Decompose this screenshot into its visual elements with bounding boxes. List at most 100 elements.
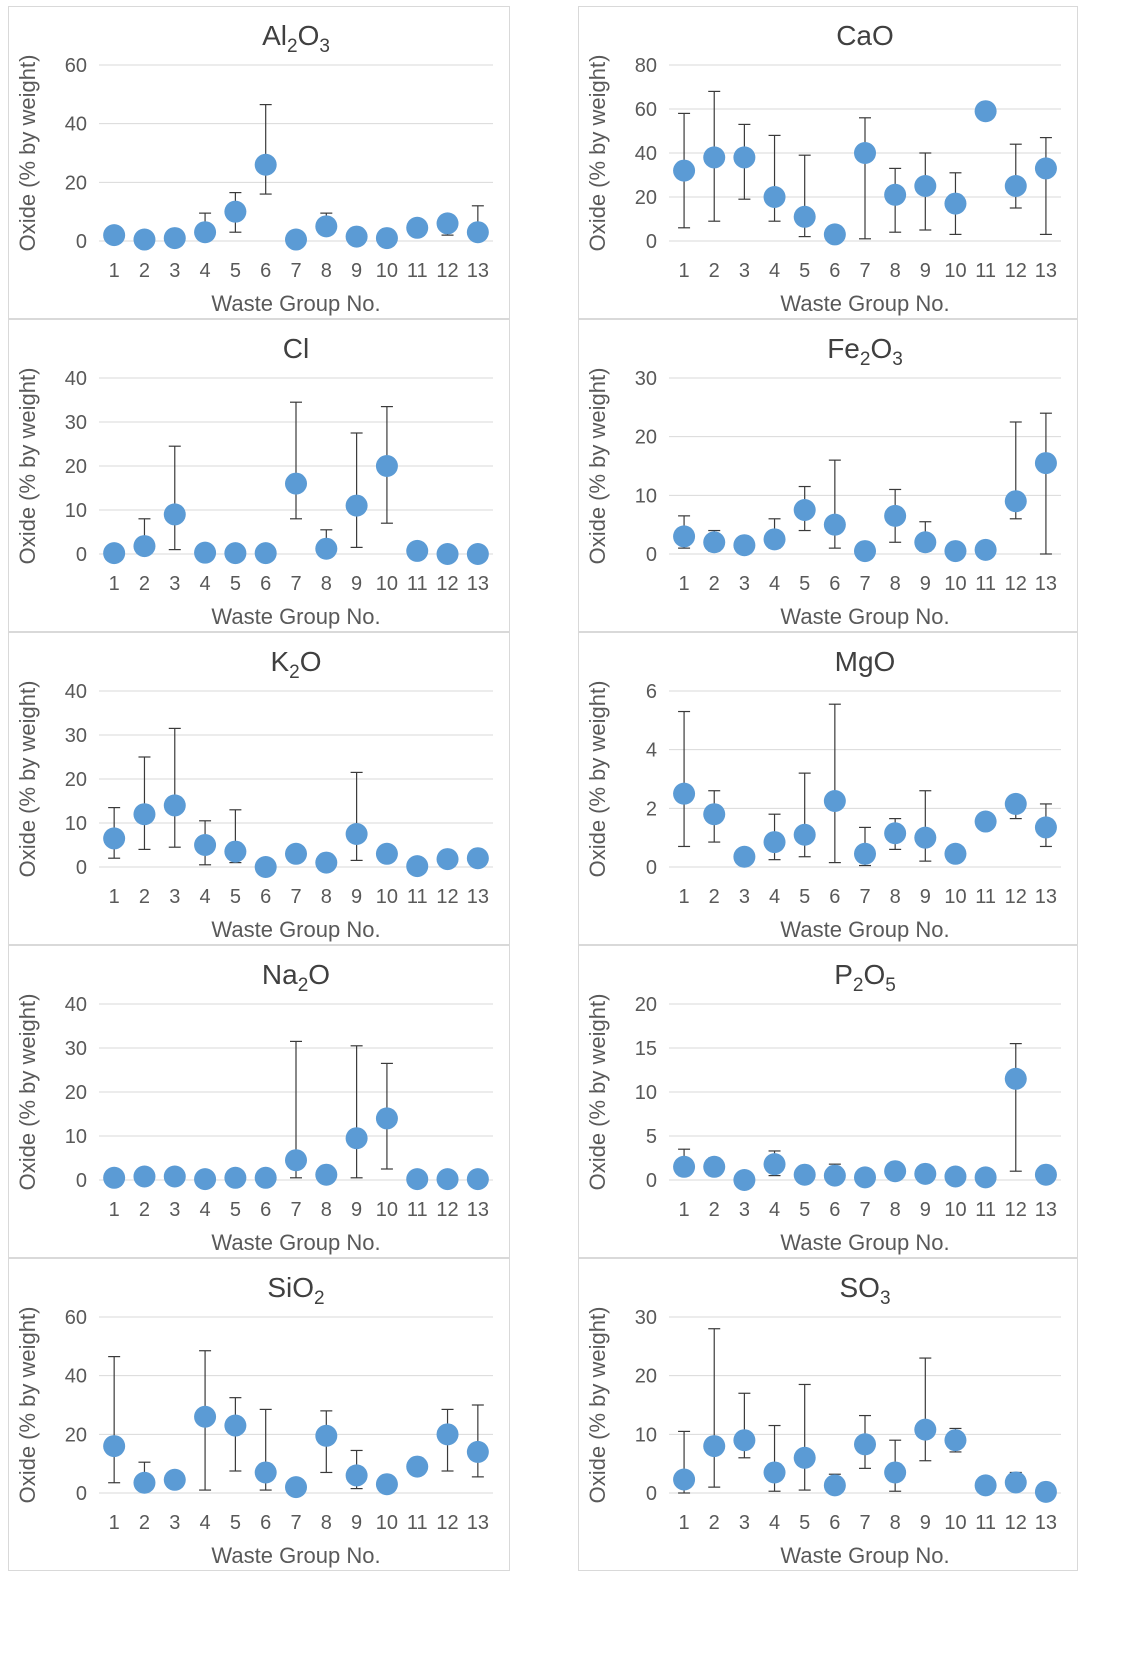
data-point	[703, 803, 726, 826]
chart-panel: CaO 0 20 40 60 80 1 2 3 4 5 6 7 8 9 10 11 12 13 Waste Group…	[578, 6, 1078, 319]
x-axis-label: Waste Group No.	[211, 1543, 380, 1568]
x-tick-label: 6	[829, 1199, 840, 1221]
error-bar	[708, 1328, 721, 1488]
x-tick-label: 9	[351, 573, 362, 595]
data-point	[673, 782, 696, 805]
y-tick-label: 30	[65, 1038, 87, 1060]
data-point	[823, 223, 846, 246]
data-point	[375, 842, 398, 865]
x-tick-label: 7	[290, 1199, 301, 1221]
x-tick-label: 9	[351, 260, 362, 282]
y-tick-label: 30	[65, 725, 87, 747]
y-tick-label: 4	[646, 740, 657, 762]
y-tick-label: 0	[646, 231, 657, 253]
x-tick-label: 13	[467, 1199, 489, 1221]
y-axis-label: Oxide (% by weight)	[585, 368, 610, 565]
data-point	[854, 540, 876, 563]
error-bar	[678, 710, 691, 848]
x-tick-label: 13	[467, 573, 489, 595]
error-bar	[259, 103, 272, 195]
data-point	[133, 228, 156, 251]
data-point	[163, 1468, 186, 1491]
data-point	[103, 542, 126, 565]
chart-title-subscript: 2	[298, 975, 309, 996]
x-tick-label: 8	[321, 573, 332, 595]
data-point	[703, 531, 726, 554]
x-tick-label: 7	[290, 1512, 301, 1534]
x-tick-label: 3	[169, 1199, 180, 1221]
error-bar	[1039, 137, 1052, 235]
data-point	[224, 840, 247, 863]
chart-title-text: Cl	[283, 333, 309, 364]
data-point	[375, 227, 398, 250]
data-point	[375, 455, 398, 477]
y-tick-label: 20	[635, 1366, 657, 1388]
data-point	[406, 539, 429, 562]
data-point	[944, 540, 967, 563]
data-point	[406, 1455, 429, 1478]
data-point	[944, 1429, 967, 1452]
x-tick-label: 1	[679, 573, 690, 595]
x-tick-label: 9	[920, 1199, 931, 1221]
y-tick-label: 10	[635, 485, 657, 507]
x-tick-label: 2	[139, 573, 150, 595]
chart-title: SiO2	[267, 1272, 324, 1309]
data-point	[436, 212, 459, 235]
x-tick-label: 12	[1005, 1512, 1027, 1534]
x-tick-label: 6	[260, 886, 271, 908]
y-tick-label: 0	[76, 1170, 87, 1192]
chart-title: SO3	[839, 1272, 890, 1309]
y-tick-label: 15	[635, 1038, 657, 1060]
data-point	[315, 215, 338, 238]
x-tick-label: 13	[467, 886, 489, 908]
x-tick-label: 1	[679, 1199, 690, 1221]
y-axis-label: Oxide (% by weight)	[585, 1307, 610, 1504]
data-point	[914, 826, 937, 849]
x-tick-label: 5	[230, 1199, 241, 1221]
y-axis-label: Oxide (% by weight)	[585, 994, 610, 1191]
x-tick-label: 10	[944, 260, 966, 282]
chart-title: MgO	[835, 646, 896, 677]
x-tick-label: 2	[709, 1512, 720, 1534]
data-point	[673, 525, 696, 548]
x-tick-label: 8	[890, 573, 901, 595]
y-tick-label: 10	[635, 1082, 657, 1104]
x-tick-label: 8	[890, 260, 901, 282]
x-tick-label: 11	[407, 1512, 428, 1534]
data-point	[194, 834, 217, 856]
x-tick-label: 10	[376, 260, 398, 282]
chart-title-subscript: 2	[289, 662, 300, 683]
x-axis-label: Waste Group No.	[780, 291, 949, 316]
data-point	[733, 1429, 756, 1452]
x-tick-label: 2	[139, 1512, 150, 1534]
x-tick-label: 9	[920, 260, 931, 282]
x-axis-label: Waste Group No.	[211, 1230, 380, 1255]
x-tick-label: 10	[944, 1199, 966, 1221]
chart-title-text: O	[863, 959, 885, 990]
x-tick-label: 13	[1035, 1199, 1057, 1221]
y-tick-label: 60	[65, 1307, 87, 1329]
x-tick-label: 13	[467, 260, 489, 282]
chart-title-text: O	[298, 20, 320, 51]
data-point	[315, 1163, 338, 1186]
x-tick-label: 5	[799, 886, 810, 908]
x-tick-label: 1	[109, 1512, 120, 1534]
data-point	[285, 472, 307, 495]
data-point	[793, 1163, 816, 1186]
y-tick-label: 20	[635, 427, 657, 449]
x-tick-label: 12	[436, 573, 458, 595]
chart-title-text: SO	[839, 1272, 879, 1303]
x-tick-label: 8	[321, 260, 332, 282]
x-tick-label: 6	[260, 260, 271, 282]
data-point	[823, 790, 846, 812]
x-tick-label: 11	[407, 573, 428, 595]
data-point	[673, 1155, 696, 1178]
data-point	[914, 1418, 937, 1441]
y-tick-label: 60	[635, 99, 657, 121]
data-point	[944, 842, 967, 865]
data-point	[285, 228, 307, 251]
y-tick-label: 30	[65, 412, 87, 434]
data-point	[884, 183, 907, 206]
x-axis-label: Waste Group No.	[211, 604, 380, 629]
